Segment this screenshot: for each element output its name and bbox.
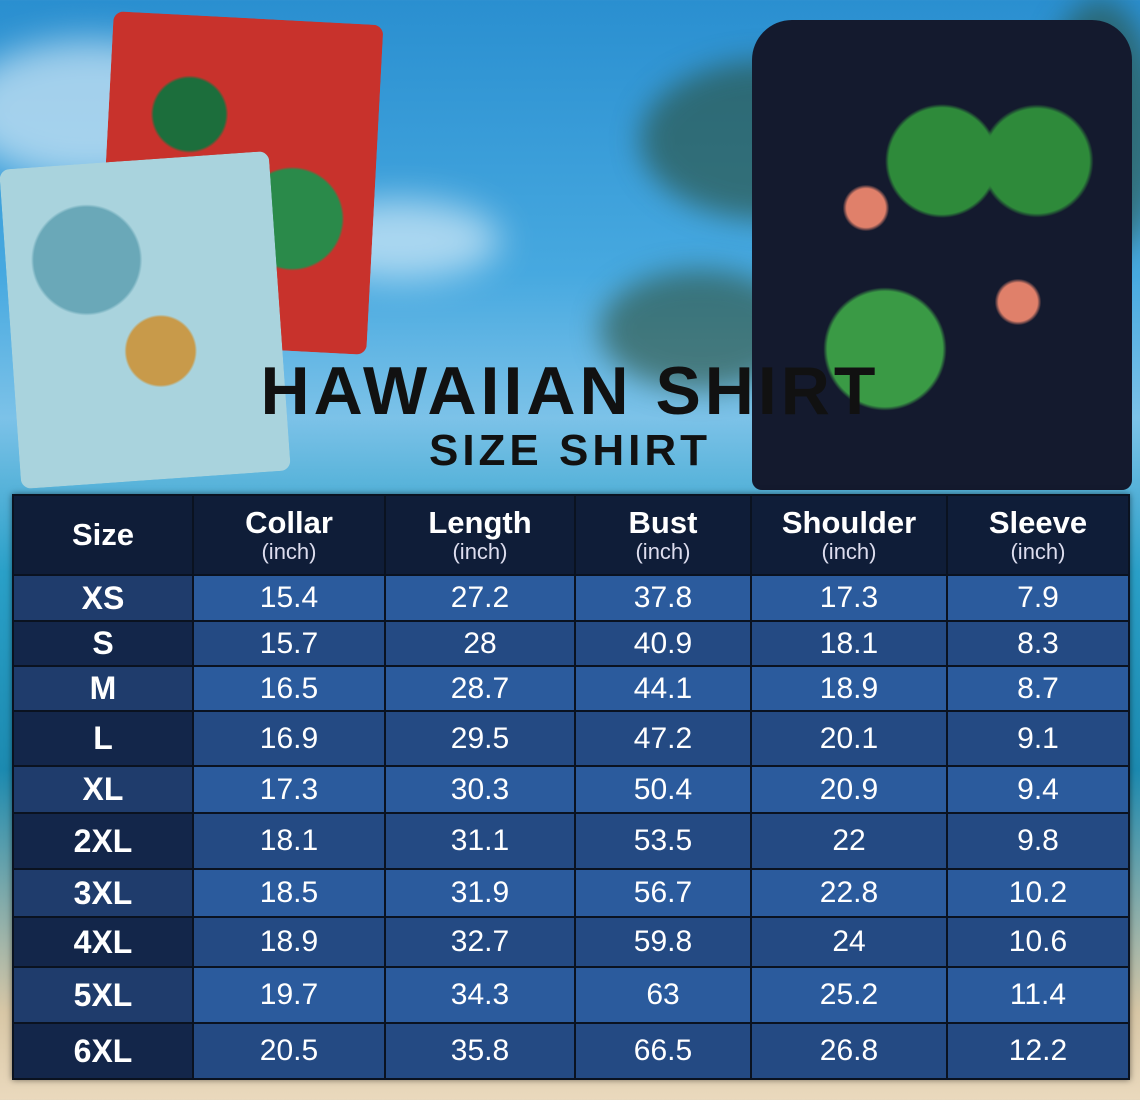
measurement-cell: 18.9 xyxy=(192,916,386,968)
column-header-bust: Bust (inch) xyxy=(574,494,752,576)
measurement-cell: 31.1 xyxy=(384,812,576,870)
measurement-cell: 63 xyxy=(574,966,752,1024)
column-label: Shoulder xyxy=(781,505,917,541)
measurement-cell: 28.7 xyxy=(384,665,576,712)
measurement-cell: 9.1 xyxy=(946,710,1130,767)
measurement-cell: 26.8 xyxy=(750,1022,948,1080)
size-cell: XS xyxy=(12,574,194,622)
size-chart-table: Size Collar (inch) Length (inch) Bust (inch) Sh… xyxy=(12,494,1130,1080)
table-row: XL 17.3 30.3 50.4 20.9 9.4 xyxy=(12,765,1130,814)
measurement-cell: 11.4 xyxy=(946,966,1130,1024)
measurement-cell: 66.5 xyxy=(574,1022,752,1080)
measurement-cell: 37.8 xyxy=(574,574,752,622)
measurement-cell: 31.9 xyxy=(384,868,576,918)
table-row: XS 15.4 27.2 37.8 17.3 7.9 xyxy=(12,574,1130,622)
measurement-cell: 56.7 xyxy=(574,868,752,918)
table-row: M 16.5 28.7 44.1 18.9 8.7 xyxy=(12,665,1130,712)
table-row: L 16.9 29.5 47.2 20.1 9.1 xyxy=(12,710,1130,767)
table-row: 6XL 20.5 35.8 66.5 26.8 12.2 xyxy=(12,1022,1130,1080)
measurement-cell: 9.4 xyxy=(946,765,1130,814)
measurement-cell: 59.8 xyxy=(574,916,752,968)
measurement-cell: 40.9 xyxy=(574,620,752,667)
measurement-cell: 8.3 xyxy=(946,620,1130,667)
measurement-cell: 12.2 xyxy=(946,1022,1130,1080)
measurement-cell: 24 xyxy=(750,916,948,968)
column-label: Length xyxy=(428,505,532,541)
size-cell: 3XL xyxy=(12,868,194,918)
column-unit: (inch) xyxy=(821,538,877,564)
size-cell: 5XL xyxy=(12,966,194,1024)
measurement-cell: 17.3 xyxy=(750,574,948,622)
measurement-cell: 35.8 xyxy=(384,1022,576,1080)
measurement-cell: 10.6 xyxy=(946,916,1130,968)
column-label: Bust xyxy=(628,505,698,541)
measurement-cell: 20.5 xyxy=(192,1022,386,1080)
measurement-cell: 15.7 xyxy=(192,620,386,667)
measurement-cell: 47.2 xyxy=(574,710,752,767)
measurement-cell: 10.2 xyxy=(946,868,1130,918)
measurement-cell: 17.3 xyxy=(192,765,386,814)
measurement-cell: 29.5 xyxy=(384,710,576,767)
size-cell: 4XL xyxy=(12,916,194,968)
size-cell: XL xyxy=(12,765,194,814)
column-header-collar: Collar (inch) xyxy=(192,494,386,576)
measurement-cell: 9.8 xyxy=(946,812,1130,870)
measurement-cell: 20.9 xyxy=(750,765,948,814)
size-cell: M xyxy=(12,665,194,712)
measurement-cell: 34.3 xyxy=(384,966,576,1024)
table-row: S 15.7 28 40.9 18.1 8.3 xyxy=(12,620,1130,667)
column-unit: (inch) xyxy=(452,538,508,564)
table-row: 5XL 19.7 34.3 63 25.2 11.4 xyxy=(12,966,1130,1024)
table-row: 4XL 18.9 32.7 59.8 24 10.6 xyxy=(12,916,1130,968)
measurement-cell: 8.7 xyxy=(946,665,1130,712)
column-header-shoulder: Shoulder (inch) xyxy=(750,494,948,576)
measurement-cell: 15.4 xyxy=(192,574,386,622)
column-unit: (inch) xyxy=(635,538,691,564)
measurement-cell: 22.8 xyxy=(750,868,948,918)
page-subtitle: SIZE SHIRT xyxy=(428,426,712,475)
measurement-cell: 18.1 xyxy=(750,620,948,667)
measurement-cell: 7.9 xyxy=(946,574,1130,622)
size-cell: 2XL xyxy=(12,812,194,870)
size-cell: S xyxy=(12,620,194,667)
measurement-cell: 18.5 xyxy=(192,868,386,918)
measurement-cell: 28 xyxy=(384,620,576,667)
measurement-cell: 19.7 xyxy=(192,966,386,1024)
measurement-cell: 25.2 xyxy=(750,966,948,1024)
measurement-cell: 32.7 xyxy=(384,916,576,968)
measurement-cell: 16.9 xyxy=(192,710,386,767)
measurement-cell: 53.5 xyxy=(574,812,752,870)
column-header-sleeve: Sleeve (inch) xyxy=(946,494,1130,576)
measurement-cell: 50.4 xyxy=(574,765,752,814)
measurement-cell: 22 xyxy=(750,812,948,870)
table-row: 2XL 18.1 31.1 53.5 22 9.8 xyxy=(12,812,1130,870)
size-cell: L xyxy=(12,710,194,767)
page-title: HAWAIIAN SHIRT xyxy=(260,353,880,429)
column-label: Size xyxy=(71,516,135,552)
column-label: Sleeve xyxy=(988,505,1088,541)
model-flamingo-shirt-image xyxy=(752,20,1132,490)
column-label: Collar xyxy=(245,505,333,541)
measurement-cell: 20.1 xyxy=(750,710,948,767)
column-header-length: Length (inch) xyxy=(384,494,576,576)
table-header-row: Size Collar (inch) Length (inch) Bust (inch) Sh… xyxy=(12,494,1130,576)
measurement-cell: 16.5 xyxy=(192,665,386,712)
measurement-cell: 27.2 xyxy=(384,574,576,622)
column-unit: (inch) xyxy=(261,538,317,564)
measurement-cell: 44.1 xyxy=(574,665,752,712)
column-unit: (inch) xyxy=(1010,538,1066,564)
size-cell: 6XL xyxy=(12,1022,194,1080)
table-row: 3XL 18.5 31.9 56.7 22.8 10.2 xyxy=(12,868,1130,918)
column-header-size: Size xyxy=(12,494,194,576)
measurement-cell: 30.3 xyxy=(384,765,576,814)
measurement-cell: 18.9 xyxy=(750,665,948,712)
measurement-cell: 18.1 xyxy=(192,812,386,870)
